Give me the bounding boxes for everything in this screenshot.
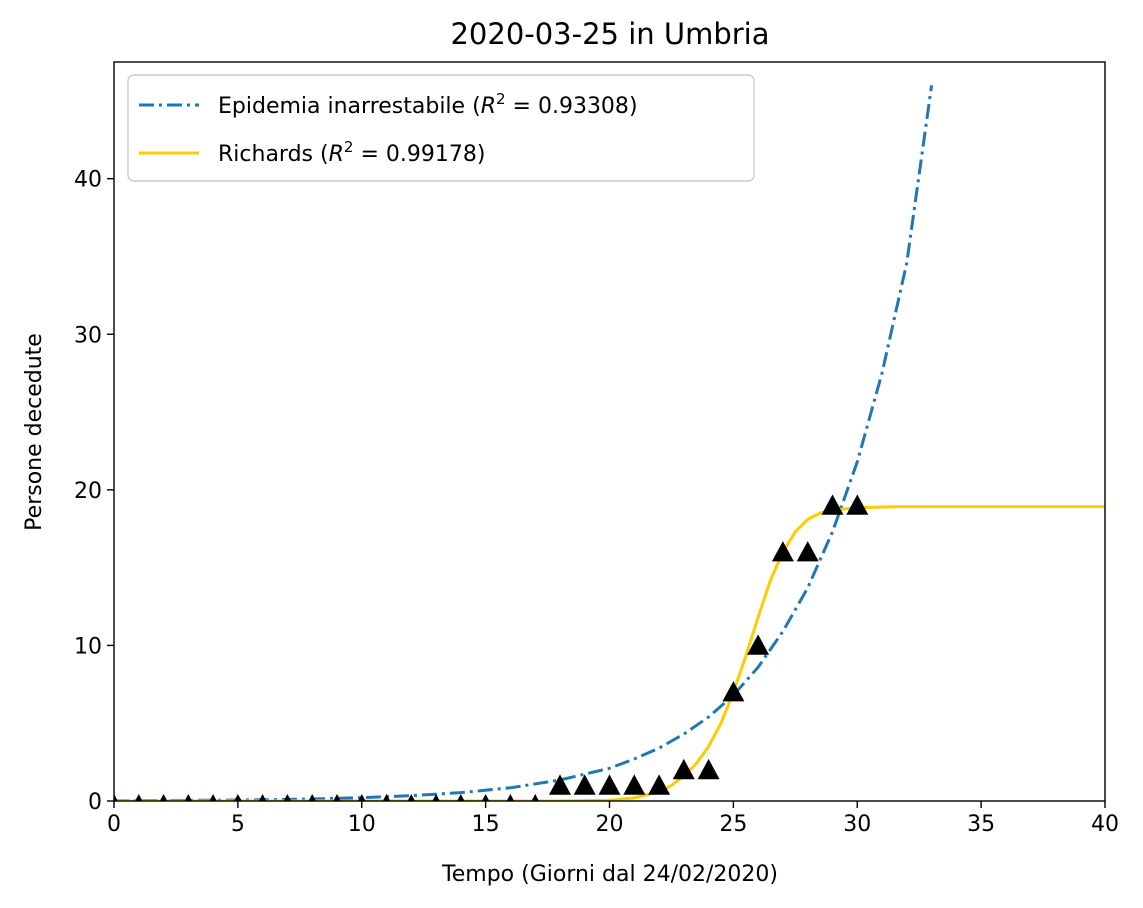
x-axis-label: Tempo (Giorni dal 24/02/2020) xyxy=(441,862,778,887)
data-point xyxy=(407,794,416,801)
data-point xyxy=(771,541,794,562)
chart-title: 2020-03-25 in Umbria xyxy=(450,17,769,51)
x-tick-label: 15 xyxy=(472,812,500,837)
x-tick-label: 20 xyxy=(596,812,624,837)
x-tick-label: 25 xyxy=(719,812,747,837)
x-tick-label: 5 xyxy=(231,812,245,837)
data-point xyxy=(722,681,745,702)
y-tick-label: 20 xyxy=(74,479,102,504)
y-axis: 0 10 20 30 40 xyxy=(74,168,114,815)
data-point xyxy=(697,758,720,780)
data-point xyxy=(846,494,869,515)
legend: Epidemia inarrestabile (R2 = 0.93308) Ri… xyxy=(127,74,755,182)
data-point xyxy=(432,794,440,801)
x-tick-label: 35 xyxy=(967,812,995,837)
y-tick-label: 10 xyxy=(74,634,102,659)
data-point xyxy=(573,774,596,795)
x-tick-label: 10 xyxy=(348,812,376,837)
data-point xyxy=(333,794,341,801)
legend-r2-richards: 0.99178 xyxy=(386,142,477,167)
data-point xyxy=(234,794,242,801)
data-point xyxy=(283,794,292,801)
x-tick-label: 40 xyxy=(1091,812,1119,837)
y-tick-label: 30 xyxy=(74,323,102,348)
data-point xyxy=(184,794,193,801)
data-point xyxy=(549,774,571,795)
x-axis: 0 5 10 15 20 25 30 35 40 xyxy=(107,801,1119,837)
data-point xyxy=(648,774,671,795)
data-point xyxy=(796,541,819,562)
x-tick-label: 30 xyxy=(843,812,871,837)
y-tick-label: 40 xyxy=(74,168,102,193)
legend-entry-richards: Richards (R2 = 0.99178) xyxy=(218,138,485,167)
x-tick-label: 0 xyxy=(107,812,121,837)
data-point xyxy=(135,794,143,801)
data-point xyxy=(209,794,217,801)
data-point xyxy=(747,634,770,655)
y-axis-label: Persone decedute xyxy=(22,333,47,531)
data-point xyxy=(358,794,366,801)
data-point xyxy=(382,794,391,801)
legend-entry-epidemia: Epidemia inarrestabile (R2 = 0.93308) xyxy=(218,90,638,119)
y-tick-label: 0 xyxy=(88,790,102,815)
data-point xyxy=(672,758,695,780)
data-point xyxy=(457,794,465,801)
marker-layer xyxy=(114,494,869,801)
series-line-0 xyxy=(114,85,934,801)
data-point xyxy=(258,794,267,801)
data-point xyxy=(623,774,646,795)
data-point xyxy=(506,794,515,801)
data-point xyxy=(159,794,168,801)
legend-r2-epidemia: 0.93308 xyxy=(538,94,629,119)
data-point xyxy=(598,774,621,795)
legend-name-richards: Richards xyxy=(218,142,313,167)
legend-box xyxy=(127,74,755,182)
data-point xyxy=(821,494,844,515)
legend-name-epidemia: Epidemia inarrestabile xyxy=(218,94,465,119)
data-point xyxy=(308,794,316,801)
data-point xyxy=(531,794,539,801)
data-point xyxy=(481,794,490,801)
data-point xyxy=(114,794,118,801)
